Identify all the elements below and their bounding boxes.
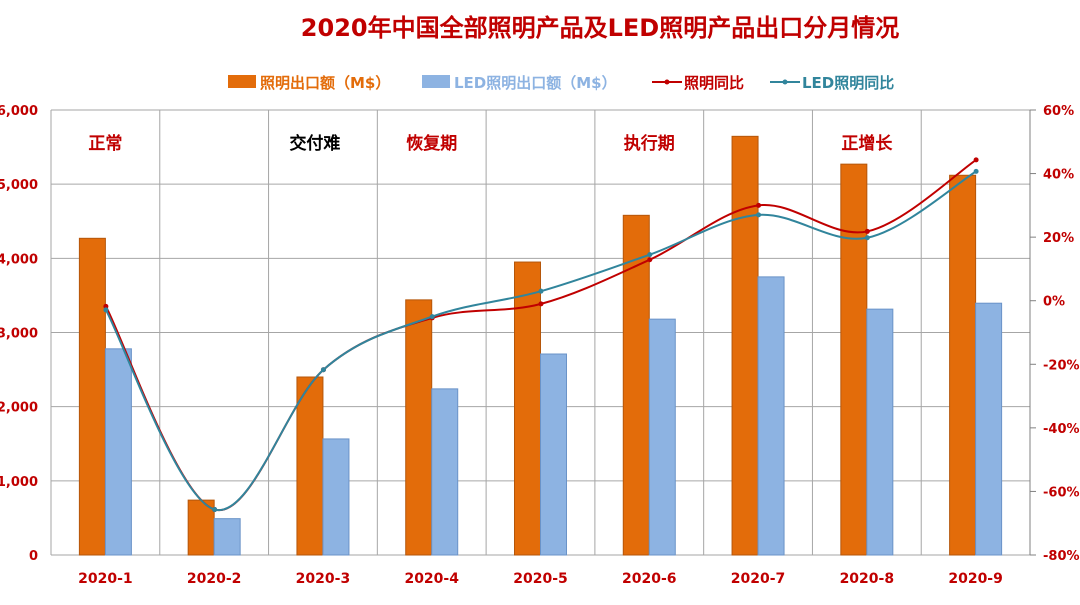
- line-point: [864, 235, 870, 241]
- line-point: [647, 252, 653, 258]
- bar-lighting-export: [78, 237, 106, 556]
- bar-lighting-export: [731, 135, 759, 556]
- legend-label: 照明出口额（M$）: [260, 74, 390, 92]
- x-tick-label: 2020-1: [78, 571, 133, 587]
- bar-lighting-export: [949, 174, 977, 556]
- line-point: [212, 507, 218, 513]
- y-right-tick-label: 0%: [1043, 295, 1065, 310]
- bar-led-export: [540, 353, 567, 556]
- legend-swatch: [228, 75, 256, 88]
- x-tick-label: 2020-4: [404, 571, 459, 587]
- y-left-tick-label: 6,000: [0, 104, 38, 119]
- x-tick-label: 2020-3: [296, 571, 351, 587]
- bar-lighting-export: [405, 299, 433, 556]
- y-right-tick-label: -80%: [1043, 549, 1080, 564]
- y-left-tick-label: 1,000: [0, 475, 38, 490]
- phase-annotation: 正增长: [841, 133, 893, 154]
- line-point: [538, 301, 544, 307]
- x-tick-label: 2020-7: [731, 571, 786, 587]
- legend-label: LED照明出口额（M$）: [454, 74, 617, 92]
- bar-led-export: [322, 438, 350, 556]
- chart-title: 2020年中国全部照明产品及LED照明产品出口分月情况: [301, 14, 899, 42]
- legend-swatch: [422, 75, 450, 88]
- line-point: [756, 202, 762, 208]
- line-point: [647, 257, 653, 263]
- line-point: [429, 314, 435, 320]
- legend-label: LED照明同比: [802, 74, 894, 92]
- y-left-tick-label: 2,000: [0, 401, 38, 416]
- x-tick-label: 2020-6: [622, 571, 677, 587]
- line-point: [864, 228, 870, 234]
- y-right-tick-label: -60%: [1043, 485, 1080, 500]
- x-tick-label: 2020-2: [187, 571, 242, 587]
- y-left-tick-label: 5,000: [0, 178, 38, 193]
- y-right-tick-label: 60%: [1043, 104, 1074, 119]
- line-point: [538, 288, 544, 294]
- legend-label: 照明同比: [684, 74, 744, 92]
- line-point: [103, 307, 109, 313]
- bar-led-export: [757, 276, 785, 556]
- bar-lighting-export: [296, 376, 324, 556]
- line-point: [756, 212, 762, 218]
- bar-lighting-export: [840, 163, 868, 556]
- y-left-tick-label: 4,000: [0, 252, 38, 267]
- line-point: [973, 168, 979, 174]
- bar-lighting-export: [187, 499, 215, 556]
- line-point: [973, 157, 979, 163]
- phase-annotation: 执行期: [624, 133, 675, 154]
- phase-annotation: 正常: [88, 133, 122, 154]
- y-right-tick-label: 20%: [1043, 231, 1074, 246]
- x-tick-label: 2020-5: [513, 571, 568, 587]
- y-right-tick-label: 40%: [1043, 168, 1074, 183]
- y-right-tick-label: -40%: [1043, 422, 1080, 437]
- x-tick-label: 2020-8: [840, 571, 895, 587]
- y-left-tick-label: 0: [29, 549, 38, 564]
- bar-led-export: [431, 388, 459, 556]
- bar-led-export: [104, 348, 132, 556]
- legend-marker: [782, 79, 788, 85]
- line-point: [103, 303, 109, 309]
- y-left-tick-label: 3,000: [0, 327, 38, 342]
- bar-led-export: [866, 308, 894, 556]
- line-point: [320, 367, 326, 373]
- phase-annotation: 恢复期: [406, 133, 457, 154]
- bar-lighting-export: [514, 261, 541, 556]
- bar-led-export: [975, 302, 1003, 556]
- bar-lighting-export: [622, 214, 650, 556]
- bar-led-export: [213, 518, 241, 556]
- phase-annotation: 交付难: [289, 133, 340, 154]
- legend-marker: [664, 79, 670, 85]
- x-tick-label: 2020-9: [948, 571, 1003, 587]
- y-right-tick-label: -20%: [1043, 358, 1080, 373]
- bar-led-export: [648, 318, 676, 556]
